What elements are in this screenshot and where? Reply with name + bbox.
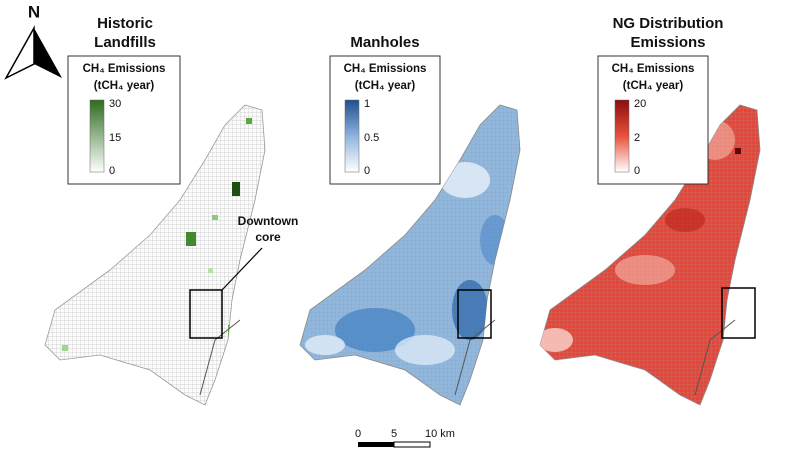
legend-title: (tCH₄ year) — [94, 80, 155, 92]
panel-title: Landfills — [94, 34, 156, 51]
legend-tick: 0 — [634, 165, 640, 177]
annotation: Downtown — [238, 214, 299, 228]
legend-title: CH₄ Emissions — [612, 63, 695, 75]
legend-tick: 0 — [109, 165, 115, 177]
legend-title: (tCH₄ year) — [355, 80, 416, 92]
north-arrow: N — [4, 2, 62, 80]
legend-tick: 15 — [109, 132, 121, 144]
annotation-leader — [221, 247, 263, 291]
legend: CH₄ Emissions (tCH₄ year) 1 0.5 0 — [329, 55, 441, 185]
panel-title: Emissions — [630, 34, 705, 51]
north-label: N — [28, 2, 40, 21]
legend: CH₄ Emissions (tCH₄ year) 20 2 0 — [597, 55, 709, 185]
legend-tick: 2 — [634, 132, 640, 144]
panel-title: Manholes — [350, 34, 419, 51]
legend-tick: 0 — [364, 165, 370, 177]
legend-title: (tCH₄ year) — [623, 80, 684, 92]
legend-tick: 1 — [364, 98, 370, 110]
legend-tick: 20 — [634, 98, 646, 110]
legend-title: CH₄ Emissions — [344, 63, 427, 75]
legend: CH₄ Emissions (tCH₄ year) 30 15 0 — [67, 55, 181, 185]
scale-label: 5 — [391, 428, 397, 440]
annotation: core — [255, 230, 281, 244]
panel-title: Historic — [97, 15, 153, 32]
panel-title: NG Distribution — [613, 15, 724, 32]
legend-tick: 0.5 — [364, 132, 379, 144]
scale-bar: 0 5 10 km — [355, 428, 455, 448]
scale-label: 0 — [355, 428, 361, 440]
scale-label: 10 km — [425, 428, 455, 440]
legend-tick: 30 — [109, 98, 121, 110]
legend-title: CH₄ Emissions — [83, 63, 166, 75]
